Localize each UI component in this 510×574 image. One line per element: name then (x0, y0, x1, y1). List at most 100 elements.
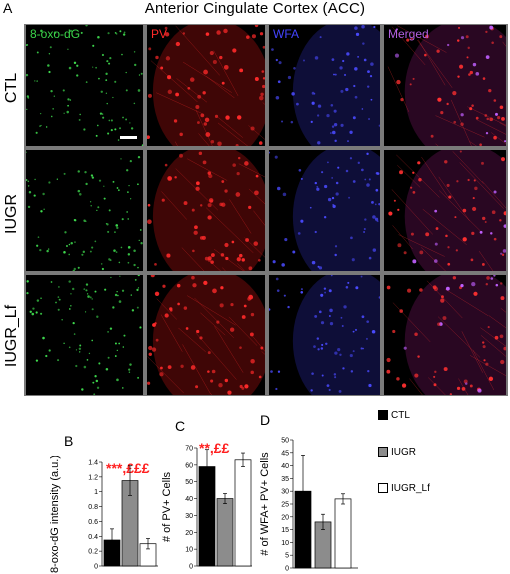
legend-item-iugr-lf: IUGR_Lf (378, 483, 430, 494)
cell-spot (425, 232, 430, 237)
cell-spot (85, 289, 88, 292)
cell-spot (403, 346, 407, 350)
cell-spot (117, 294, 119, 297)
cell-spot (446, 183, 450, 187)
cell-spot (101, 113, 104, 115)
cell-spot (499, 105, 504, 110)
cell-spot (105, 79, 108, 82)
cell-spot (224, 378, 229, 383)
cell-spot (100, 90, 103, 93)
cell-spot (118, 300, 122, 303)
cell-spot (334, 376, 337, 379)
cell-spot (501, 253, 505, 256)
cell-spot (502, 249, 506, 253)
cell-spot (362, 42, 365, 45)
cell-spot (386, 285, 391, 290)
cell-spot (262, 77, 265, 80)
cell-spot (125, 118, 128, 121)
cell-spot (360, 168, 364, 172)
cell-spot (345, 169, 349, 173)
cell-spot (50, 281, 53, 283)
cell-spot (33, 194, 36, 197)
tissue-glow (152, 275, 265, 395)
micrograph-ctl-pv-image (147, 25, 265, 146)
cell-spot (87, 295, 90, 298)
cell-spot (259, 32, 264, 36)
micrograph-iugr-lf-pv (147, 275, 265, 395)
cell-spot (48, 181, 51, 184)
cell-spot (250, 359, 255, 364)
cell-spot (161, 198, 165, 202)
cell-spot (339, 353, 342, 357)
cell-spot (472, 197, 475, 200)
cell-spot (116, 349, 118, 352)
cell-spot (173, 119, 178, 123)
cell-spot (55, 301, 57, 304)
cell-spot (466, 56, 469, 59)
cell-spot (333, 373, 337, 376)
cell-spot (155, 338, 159, 342)
cell-spot (42, 336, 45, 340)
cell-spot (197, 94, 202, 99)
cell-spot (435, 227, 439, 230)
cell-spot (136, 306, 139, 309)
cell-spot (355, 32, 360, 37)
cell-spot (468, 73, 471, 76)
cell-spot (260, 92, 264, 97)
cell-spot (47, 64, 50, 67)
cell-spot (164, 163, 168, 167)
cell-spot (76, 74, 79, 77)
cell-spot (296, 102, 299, 106)
cell-spot (363, 58, 367, 62)
cell-spot (160, 66, 164, 70)
cell-spot (318, 266, 323, 270)
cell-spot (277, 80, 281, 84)
cell-spot (353, 84, 356, 88)
cell-spot (192, 249, 195, 253)
cell-spot (210, 379, 214, 383)
cell-spot (98, 179, 102, 182)
cell-spot (479, 143, 482, 146)
cell-spot (481, 263, 485, 266)
cell-spot (425, 34, 429, 39)
cell-spot (75, 364, 78, 368)
cell-spot (40, 124, 42, 127)
cell-spot (137, 287, 140, 289)
cell-spot (281, 263, 285, 267)
cell-spot (503, 224, 506, 228)
cell-spot (28, 191, 32, 194)
cell-spot (45, 126, 48, 128)
cell-spot (440, 298, 445, 303)
neurite-fiber (421, 156, 450, 199)
neurite-fiber (392, 302, 431, 343)
neurite-fiber (228, 316, 258, 346)
cell-spot (352, 116, 356, 120)
neurite-fiber (478, 250, 494, 271)
neurite-fiber (396, 154, 440, 198)
cell-spot (460, 284, 464, 288)
cell-spot (103, 197, 106, 200)
cell-spot (110, 129, 113, 132)
y-tick-label: 20 (281, 514, 289, 521)
cell-spot (73, 61, 77, 65)
cell-spot (258, 141, 263, 145)
cell-spot (133, 102, 136, 105)
cell-spot (477, 388, 482, 393)
cell-spot (130, 198, 132, 200)
cell-spot (99, 112, 103, 115)
cell-spot (67, 104, 69, 107)
cell-spot (329, 322, 334, 326)
cell-spot (78, 351, 81, 353)
cell-spot (114, 231, 116, 234)
cell-spot (292, 250, 296, 254)
cell-spot (362, 347, 365, 350)
cell-spot (407, 288, 412, 293)
cell-spot (107, 132, 110, 135)
cell-spot (105, 92, 108, 94)
cell-spot (27, 185, 30, 187)
cell-spot (440, 295, 444, 299)
cell-spot (119, 127, 122, 130)
cell-spot (236, 257, 241, 262)
cell-spot (90, 174, 94, 177)
cell-spot (98, 362, 101, 365)
